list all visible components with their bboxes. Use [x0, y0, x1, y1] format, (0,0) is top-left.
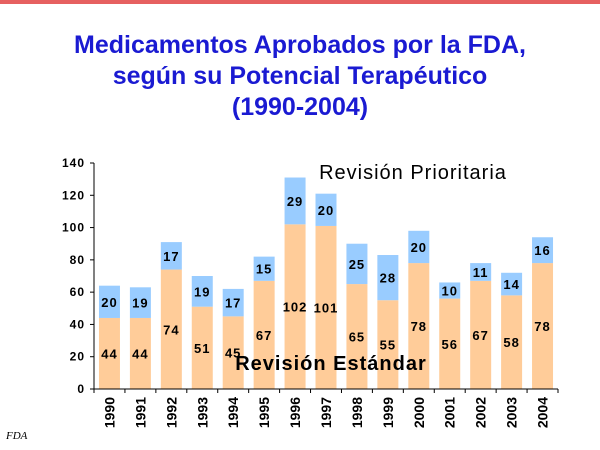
bar-standard-1993 — [191, 306, 213, 389]
y-tick-label-140: 140 — [62, 156, 85, 170]
label-priority-1996: 29 — [287, 194, 303, 209]
label-priority-1998: 25 — [349, 257, 365, 272]
x-tick-label-1993: 1993 — [194, 397, 210, 428]
bar-priority-2002 — [470, 263, 492, 281]
label-priority-1997: 20 — [318, 203, 334, 218]
bar-priority-1993 — [191, 276, 213, 307]
y-tick-label-20: 20 — [70, 350, 85, 364]
y-tick-label-0: 0 — [77, 382, 85, 396]
bar-standard-2002 — [470, 280, 492, 389]
bar-priority-1998 — [346, 243, 368, 285]
label-standard-2003: 58 — [503, 335, 519, 350]
x-tick-label-1997: 1997 — [318, 397, 334, 428]
label-standard-2002: 67 — [472, 328, 488, 343]
bar-standard-1998 — [346, 284, 368, 389]
bar-standard-1995 — [253, 280, 275, 389]
x-tick-label-2004: 2004 — [535, 397, 551, 428]
label-standard-1995: 67 — [256, 328, 272, 343]
legend-priority-label: Revisión Prioritaria — [319, 162, 507, 184]
bar-standard-1991 — [129, 317, 151, 389]
x-tick-label-1994: 1994 — [225, 397, 241, 428]
label-standard-1998: 65 — [349, 330, 365, 345]
bar-priority-2000 — [408, 230, 430, 264]
label-priority-1999: 28 — [380, 271, 396, 286]
bar-standard-1994 — [222, 316, 244, 389]
bar-standard-1999 — [377, 300, 399, 389]
bar-standard-2000 — [408, 263, 430, 389]
bar-standard-1996 — [284, 224, 306, 389]
label-standard-2001: 56 — [441, 337, 457, 352]
y-tick-label-60: 60 — [70, 285, 85, 299]
bar-priority-1996 — [284, 177, 306, 225]
x-tick-label-2001: 2001 — [442, 397, 458, 428]
y-tick-label-40: 40 — [70, 317, 85, 331]
label-priority-1991: 19 — [132, 296, 148, 311]
title-line-2: según su Potencial Terapéutico — [112, 62, 488, 90]
x-tick-label-1990: 1990 — [101, 397, 117, 428]
label-priority-2001: 10 — [441, 284, 457, 299]
bar-priority-1995 — [253, 256, 275, 281]
y-tick-label-80: 80 — [70, 253, 85, 267]
label-standard-1997: 101 — [314, 300, 339, 315]
label-standard-1991: 44 — [132, 346, 148, 361]
source-note: FDA — [6, 430, 28, 442]
x-tick-label-2003: 2003 — [504, 397, 520, 428]
bar-priority-1997 — [315, 193, 337, 226]
label-priority-1993: 19 — [194, 284, 210, 299]
label-priority-1992: 17 — [163, 249, 179, 264]
x-tick-label-1996: 1996 — [287, 397, 303, 428]
label-priority-1995: 15 — [256, 262, 272, 277]
bar-priority-2003 — [501, 272, 523, 296]
chart-title: Medicamentos Aprobados por la FDA, según… — [0, 30, 600, 123]
top-rule — [0, 0, 600, 4]
y-tick-label-100: 100 — [62, 221, 85, 235]
label-standard-1999: 55 — [380, 338, 396, 353]
label-priority-1994: 17 — [225, 296, 241, 311]
label-standard-1996: 102 — [283, 300, 308, 315]
bar-standard-2001 — [439, 298, 461, 389]
bar-standard-1990 — [98, 317, 120, 389]
bar-priority-1992 — [160, 242, 182, 270]
x-tick-label-1998: 1998 — [349, 397, 365, 428]
title-line-1: Medicamentos Aprobados por la FDA, — [74, 31, 526, 59]
bar-standard-1992 — [160, 269, 182, 389]
x-tick-label-1995: 1995 — [256, 397, 272, 428]
bar-priority-1990 — [98, 285, 120, 318]
label-standard-1992: 74 — [163, 322, 179, 337]
bar-priority-2004 — [532, 237, 554, 264]
label-standard-1990: 44 — [101, 346, 117, 361]
label-standard-2000: 78 — [411, 319, 427, 334]
legend-standard-label: Revisión Estándar — [235, 353, 427, 375]
bar-standard-2004 — [532, 263, 554, 389]
bar-priority-1999 — [377, 255, 399, 301]
bar-priority-1991 — [129, 287, 151, 318]
bar-priority-1994 — [222, 288, 244, 317]
label-priority-2003: 14 — [503, 277, 519, 292]
bar-priority-2001 — [439, 282, 461, 299]
label-standard-1994: 45 — [225, 346, 241, 361]
x-tick-label-2000: 2000 — [411, 397, 427, 428]
x-tick-label-1992: 1992 — [163, 397, 179, 428]
label-priority-2000: 20 — [411, 240, 427, 255]
label-priority-1990: 20 — [101, 295, 117, 310]
label-priority-2004: 16 — [534, 243, 550, 258]
x-tick-label-1999: 1999 — [380, 397, 396, 428]
label-standard-1993: 51 — [194, 341, 210, 356]
bar-standard-1997 — [315, 225, 337, 389]
title-line-3: (1990-2004) — [231, 93, 369, 121]
bar-standard-2003 — [501, 295, 523, 389]
x-tick-label-1991: 1991 — [132, 397, 148, 428]
label-standard-2004: 78 — [534, 319, 550, 334]
y-tick-label-120: 120 — [62, 188, 85, 202]
x-tick-label-2002: 2002 — [473, 397, 489, 428]
label-priority-2002: 11 — [473, 265, 489, 280]
